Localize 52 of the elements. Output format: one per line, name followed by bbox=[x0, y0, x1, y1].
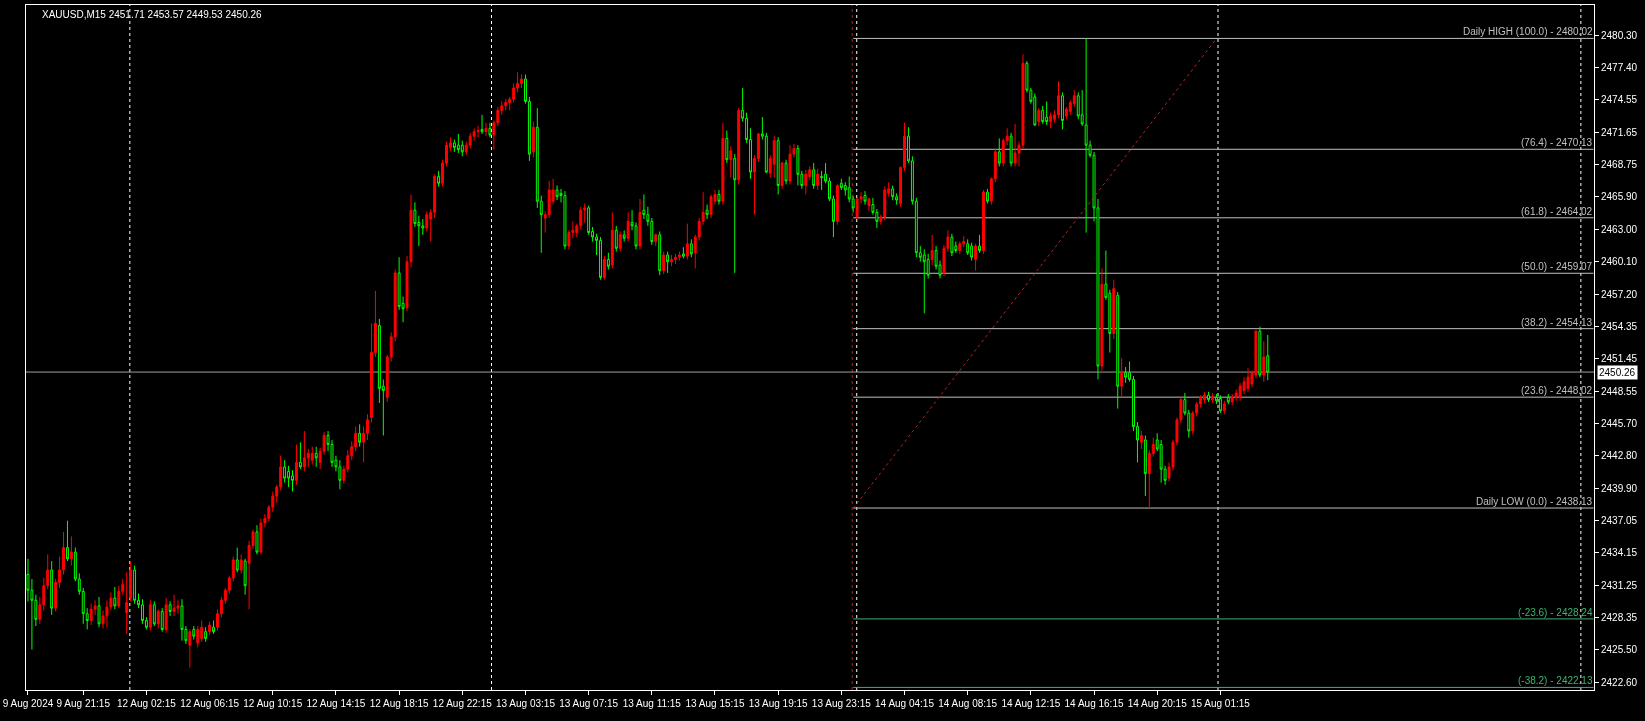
y-tick-label: 2445.70 bbox=[1601, 417, 1638, 429]
y-tick-label: 2480.30 bbox=[1601, 29, 1638, 41]
annotation: (23.6) - 2448.02 bbox=[1521, 385, 1593, 396]
annotation: (38.2) - 2454.13 bbox=[1521, 317, 1593, 328]
chart-title: XAUUSD,M15 2451.71 2453.57 2449.53 2450.26 bbox=[42, 8, 263, 20]
x-tick-label: 14 Aug 12:15 bbox=[1001, 698, 1061, 709]
y-tick-label: 2428.35 bbox=[1601, 612, 1638, 624]
y-tick-label: 2457.20 bbox=[1601, 288, 1638, 300]
y-tick-label: 2451.45 bbox=[1601, 353, 1638, 365]
y-tick-label: 2471.65 bbox=[1601, 126, 1638, 138]
x-tick-label: 12 Aug 06:15 bbox=[180, 698, 240, 709]
x-tick-label: 13 Aug 11:15 bbox=[622, 698, 682, 709]
y-tick-label: 2422.60 bbox=[1601, 676, 1638, 688]
x-tick-label: 9 Aug 2024 bbox=[2, 698, 54, 709]
x-tick-label: 13 Aug 15:15 bbox=[685, 698, 745, 709]
y-tick-label: 2448.55 bbox=[1601, 385, 1638, 397]
x-tick-label: 15 Aug 01:15 bbox=[1190, 698, 1251, 709]
x-tick-label: 14 Aug 16:15 bbox=[1064, 698, 1124, 709]
y-tick-label: 2468.75 bbox=[1601, 159, 1638, 171]
y-tick-label: 2437.05 bbox=[1601, 514, 1638, 526]
x-tick-label: 12 Aug 10:15 bbox=[243, 698, 303, 709]
x-tick-label: 13 Aug 19:15 bbox=[748, 698, 809, 709]
y-tick-label: 2425.50 bbox=[1601, 644, 1638, 656]
y-tick-label: 2454.35 bbox=[1601, 320, 1638, 332]
x-tick-label: 13 Aug 03:15 bbox=[495, 698, 556, 709]
annotation: Daily HIGH (100.0) - 2480.02 bbox=[1463, 26, 1593, 37]
y-tick-label: 2474.55 bbox=[1601, 94, 1638, 106]
annotation: (76.4) - 2470.13 bbox=[1521, 137, 1593, 148]
y-tick-label: 2460.10 bbox=[1601, 256, 1638, 268]
annotation: (-38.2) - 2422.13 bbox=[1518, 675, 1593, 686]
x-tick-label: 12 Aug 02:15 bbox=[116, 698, 177, 709]
y-tick-label: 2431.25 bbox=[1601, 579, 1638, 591]
y-tick-label: 2442.80 bbox=[1601, 450, 1638, 462]
annotation: (50.0) - 2459.07 bbox=[1521, 261, 1593, 272]
x-tick-label: 9 Aug 21:15 bbox=[56, 698, 111, 709]
y-tick-label: 2477.40 bbox=[1601, 62, 1638, 74]
x-tick-label: 14 Aug 04:15 bbox=[875, 698, 935, 709]
y-tick-label: 2465.90 bbox=[1601, 191, 1638, 203]
x-tick-label: 13 Aug 23:15 bbox=[811, 698, 872, 709]
y-tick-label: 2434.15 bbox=[1601, 547, 1638, 559]
x-tick-label: 14 Aug 08:15 bbox=[938, 698, 998, 709]
ref-line-label: 2450.26 bbox=[1599, 367, 1636, 378]
y-tick-label: 2463.00 bbox=[1601, 223, 1638, 235]
x-tick-label: 12 Aug 22:15 bbox=[432, 698, 493, 709]
annotation: (-23.6) - 2428.24 bbox=[1518, 607, 1593, 618]
annotation: Daily LOW (0.0) - 2438.13 bbox=[1476, 496, 1593, 507]
y-tick-label: 2439.90 bbox=[1601, 482, 1638, 494]
x-tick-label: 14 Aug 20:15 bbox=[1127, 698, 1188, 709]
annotation: (61.8) - 2464.02 bbox=[1521, 206, 1593, 217]
x-tick-label: 12 Aug 18:15 bbox=[369, 698, 430, 709]
x-tick-label: 13 Aug 07:15 bbox=[559, 698, 619, 709]
x-tick-label: 12 Aug 14:15 bbox=[306, 698, 366, 709]
